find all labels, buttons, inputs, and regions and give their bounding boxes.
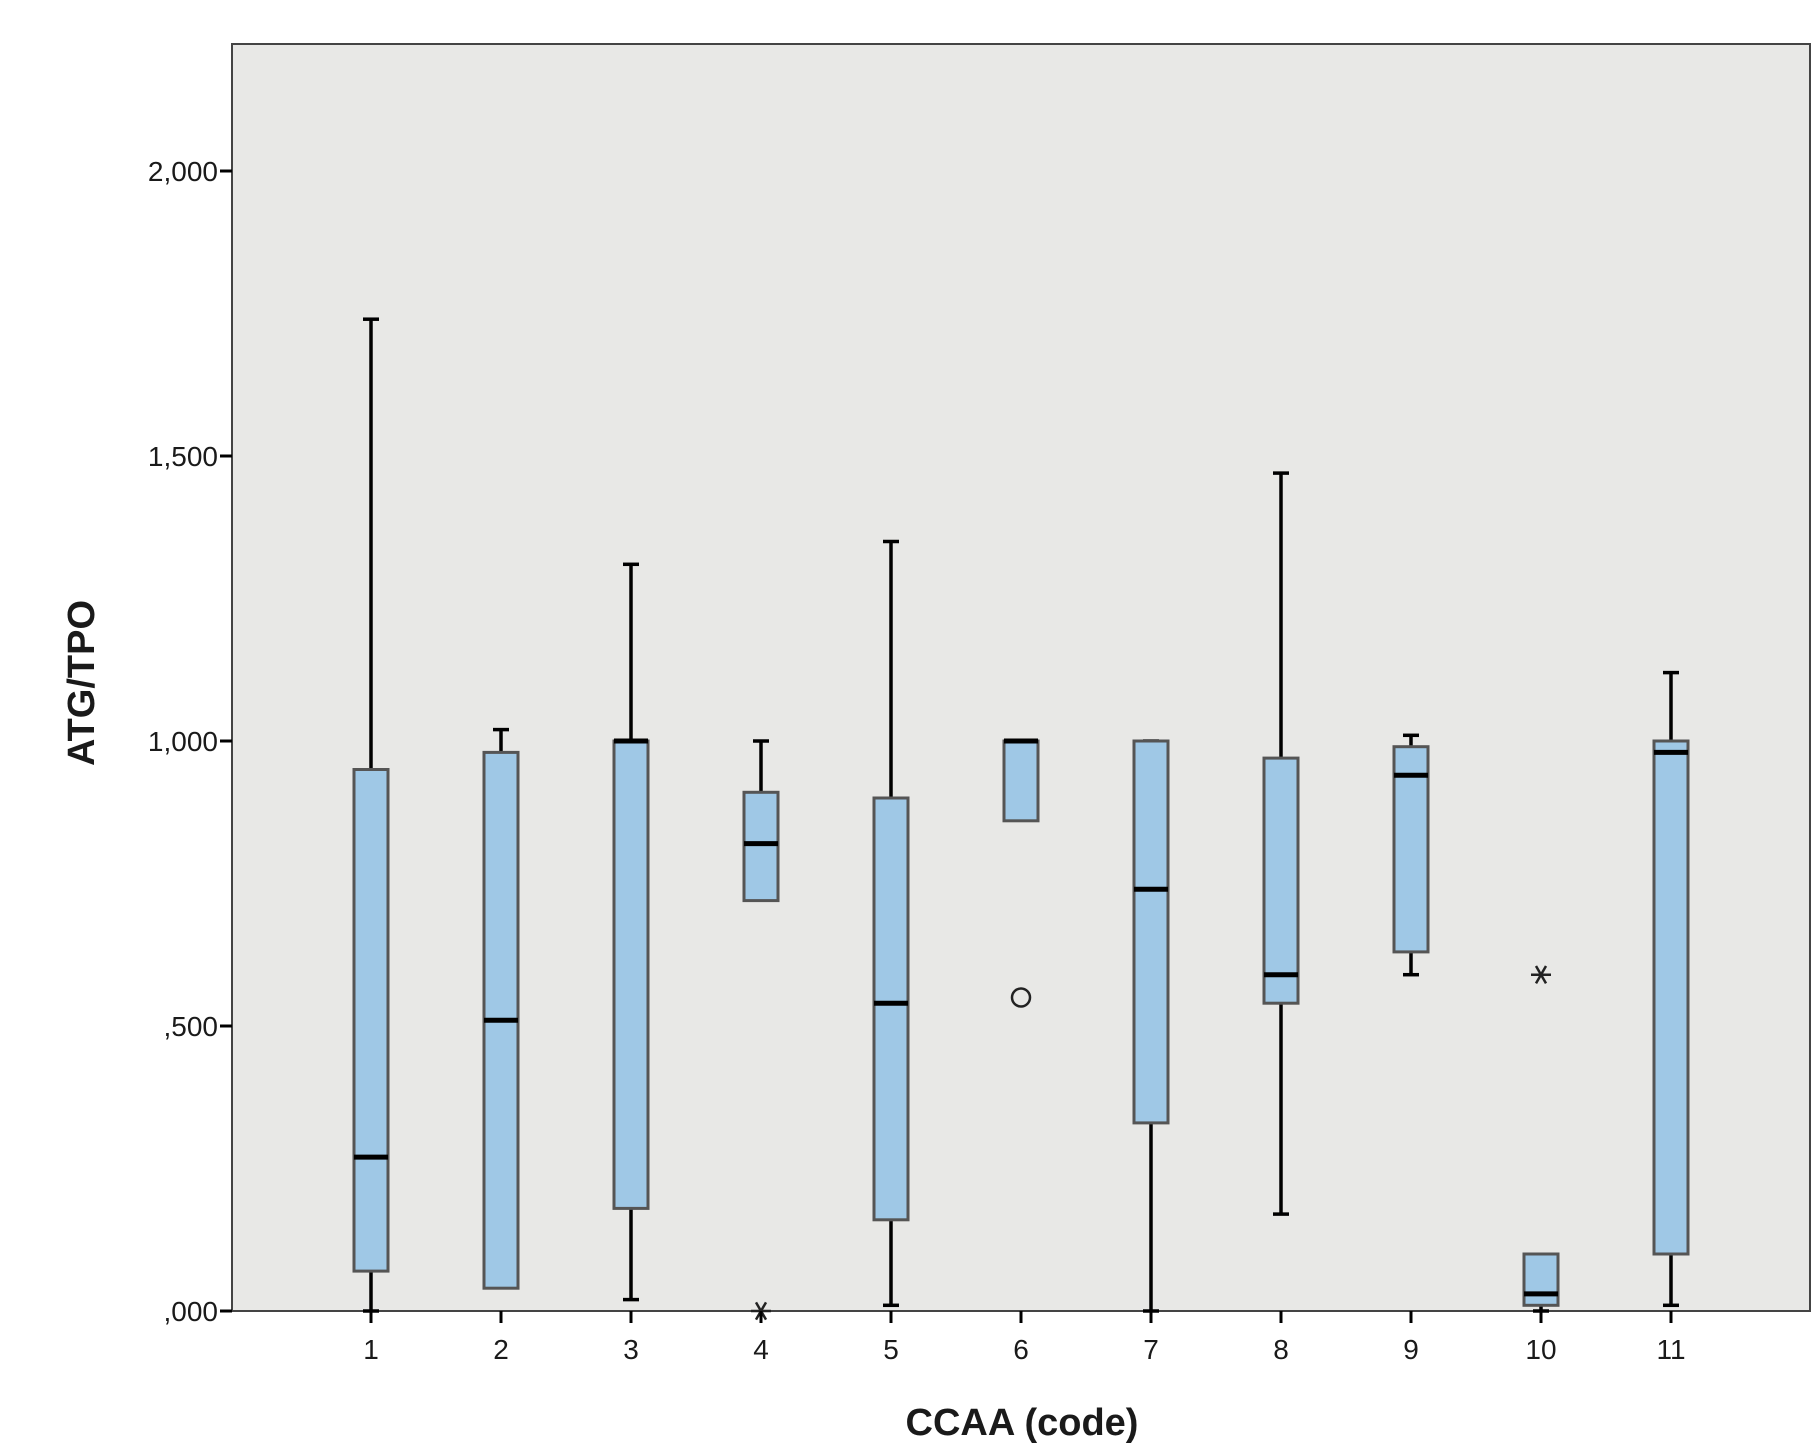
box-group-11 xyxy=(1652,670,1690,1308)
box-iqr xyxy=(1262,756,1300,1005)
box-iqr xyxy=(872,796,910,1222)
x-tick-label: 10 xyxy=(1525,1334,1556,1365)
box-iqr xyxy=(1002,739,1040,823)
box-iqr xyxy=(1652,739,1690,1256)
box-group-3 xyxy=(612,562,650,1302)
box-group-8 xyxy=(1262,471,1300,1216)
plot-area xyxy=(231,43,1811,1312)
y-tick-label: 1,500 xyxy=(148,441,218,472)
extreme-point xyxy=(1531,965,1551,984)
y-tick-label: 1,000 xyxy=(148,726,218,757)
x-tick-label: 3 xyxy=(623,1334,639,1365)
x-tick-label: 4 xyxy=(753,1334,769,1365)
y-tick-label: 2,000 xyxy=(148,156,218,187)
boxes xyxy=(352,317,1690,1321)
box-iqr xyxy=(612,739,650,1210)
box-iqr xyxy=(352,768,390,1273)
box-group-9 xyxy=(1392,733,1430,977)
y-tick-label: ,500 xyxy=(164,1011,219,1042)
box-group-2 xyxy=(482,727,520,1290)
x-tick-label: 5 xyxy=(883,1334,899,1365)
box-iqr xyxy=(1132,739,1170,1125)
y-axis-title: ATG/TPO xyxy=(61,600,103,766)
y-tick-label: ,000 xyxy=(164,1296,219,1327)
x-tick-label: 1 xyxy=(363,1334,379,1365)
x-tick-label: 9 xyxy=(1403,1334,1419,1365)
box-iqr xyxy=(1392,745,1430,954)
extreme-stroke xyxy=(1534,965,1548,984)
x-axis-ticks: 1 2 3 4 5 6 7 8 9 10 11 xyxy=(363,1311,1686,1365)
box-group-5 xyxy=(872,539,910,1308)
x-tick-label: 6 xyxy=(1013,1334,1029,1365)
box-iqr xyxy=(1522,1252,1560,1307)
x-tick-label: 7 xyxy=(1143,1334,1159,1365)
y-axis-ticks: ,000 ,500 1,000 1,500 2,000 xyxy=(148,156,232,1327)
box-iqr xyxy=(742,790,780,903)
box-group-10 xyxy=(1522,965,1560,1313)
x-tick-label: 2 xyxy=(493,1334,509,1365)
x-tick-label: 11 xyxy=(1656,1334,1685,1365)
box-group-7 xyxy=(1132,739,1170,1313)
box-group-6 xyxy=(1002,738,1040,1008)
box-group-1 xyxy=(352,317,390,1313)
outlier-point xyxy=(1010,987,1032,1008)
x-axis-title: CCAA (code) xyxy=(906,1402,1139,1444)
x-tick-label: 8 xyxy=(1273,1334,1289,1365)
